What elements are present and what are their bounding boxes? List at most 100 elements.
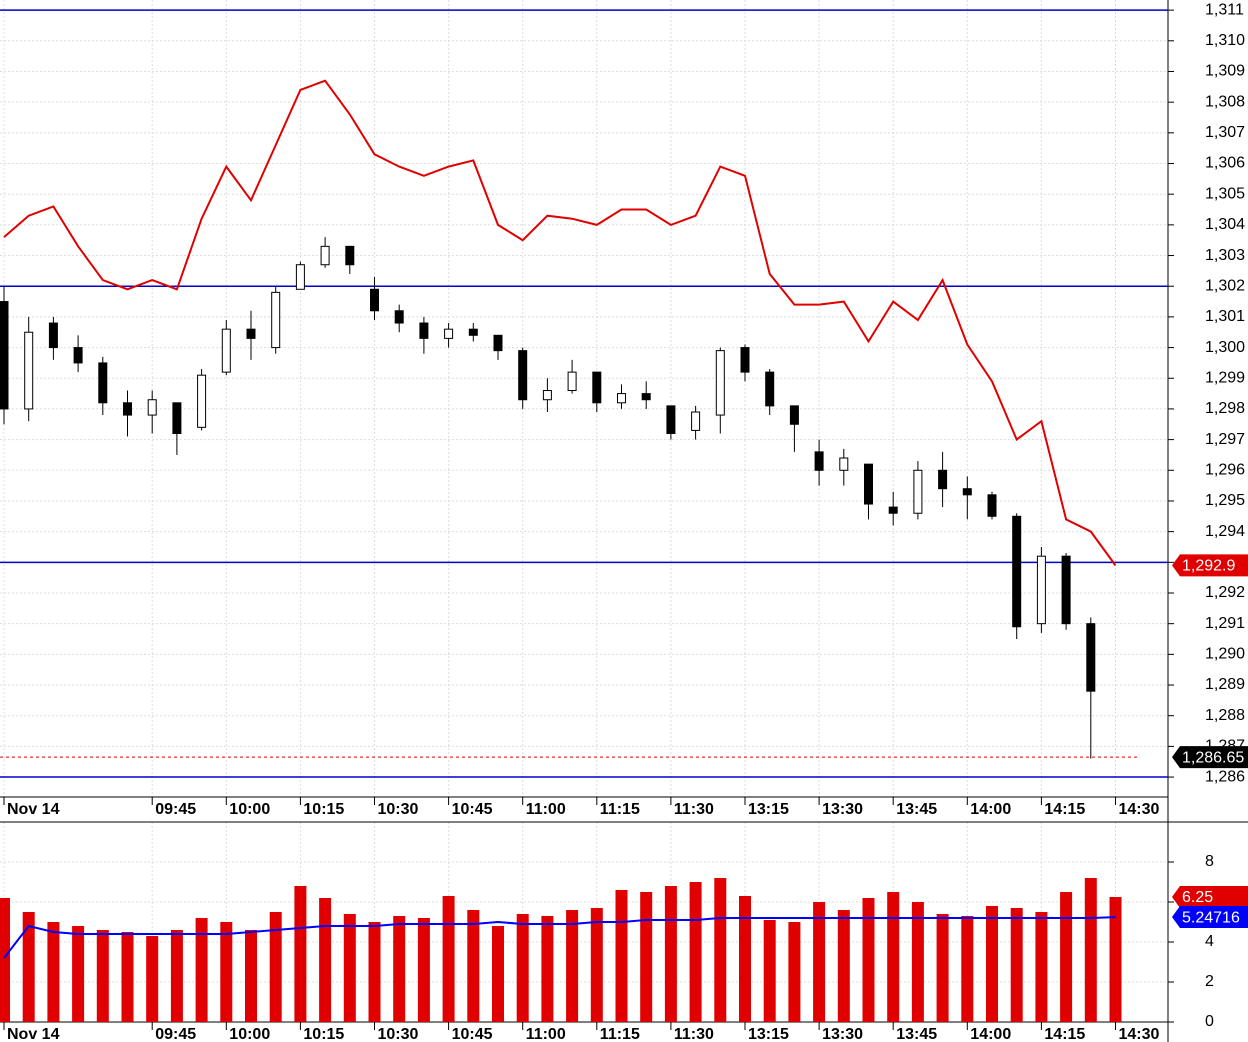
bar	[615, 890, 628, 1022]
candle-body	[73, 347, 83, 364]
x-tick-label: 14:00	[970, 1026, 1011, 1042]
candle-body	[24, 331, 34, 410]
x-tick-label: 10:45	[452, 1026, 493, 1042]
bar	[319, 898, 332, 1022]
y-tick-label: 1,301	[1205, 308, 1245, 325]
line	[3, 916, 1116, 959]
bar	[96, 930, 109, 1022]
bar	[541, 916, 554, 1022]
x-tick-label: 14:30	[1119, 1026, 1160, 1042]
y-tick-label: 1,295	[1205, 492, 1245, 509]
candle-body	[246, 328, 256, 339]
bar	[961, 916, 974, 1022]
x-tick-label: 10:15	[303, 801, 344, 818]
bar	[170, 930, 183, 1022]
bar	[146, 936, 159, 1022]
bar	[986, 906, 998, 1022]
y-tick-label: 1,298	[1205, 400, 1245, 417]
candle-body	[295, 264, 305, 290]
candle-body	[592, 371, 602, 404]
y-tick-label: 1,288	[1205, 707, 1245, 724]
candle-body	[394, 310, 404, 324]
x-tick-label: 09:45	[155, 1026, 196, 1042]
bar	[516, 914, 529, 1022]
candle-body	[1012, 515, 1022, 628]
y-tick-label: 0	[1205, 1013, 1214, 1030]
bar	[220, 922, 233, 1022]
y-tick-label: 1,299	[1205, 369, 1245, 386]
candle-body	[641, 393, 651, 401]
bar	[862, 898, 875, 1022]
marker-tag	[1172, 554, 1248, 577]
bar	[714, 878, 727, 1022]
candle-body	[542, 390, 552, 401]
bar	[47, 922, 60, 1022]
bar	[22, 912, 35, 1022]
candle-body	[1061, 555, 1071, 625]
marker-tag	[1172, 746, 1248, 769]
candle-body	[370, 288, 379, 312]
x-tick-label: 14:00	[970, 801, 1011, 818]
candle-body	[345, 245, 355, 266]
y-tick-label: 1,308	[1205, 93, 1245, 110]
candle-body	[715, 350, 725, 416]
bar	[739, 896, 751, 1022]
x-tick-label: 13:15	[748, 801, 789, 818]
x-tick-label: 10:15	[303, 1026, 344, 1042]
bar	[763, 920, 776, 1022]
y-tick-label: 1,289	[1205, 676, 1245, 693]
marker-label: 6.25	[1182, 889, 1213, 906]
x-tick-label: 11:15	[600, 801, 640, 818]
y-tick-label: 1,302	[1205, 277, 1245, 294]
y-tick-label: 1,305	[1205, 185, 1245, 202]
candle-body	[789, 405, 799, 425]
x-tick-label: 13:45	[896, 1026, 937, 1042]
bar	[245, 930, 257, 1022]
candle-body	[987, 494, 997, 517]
y-tick-label: 1,303	[1205, 247, 1245, 264]
x-tick-label: 11:00	[526, 801, 566, 818]
candle-body	[839, 457, 849, 471]
bar	[566, 910, 579, 1022]
x-tick-label: 11:00	[526, 1026, 566, 1042]
x-tick-label: Nov 14	[7, 801, 60, 818]
candle-body	[740, 347, 750, 373]
candle-body	[493, 334, 503, 352]
x-tick-label: Nov 14	[7, 1026, 60, 1042]
bar	[590, 908, 603, 1022]
bar	[640, 892, 653, 1022]
y-tick-label: 1,311	[1205, 1, 1244, 18]
y-tick-label: 1,290	[1205, 646, 1245, 663]
marker-label: 5.24716	[1182, 909, 1240, 926]
bar	[1109, 897, 1122, 1022]
y-tick-label: 1,294	[1205, 523, 1245, 540]
x-tick-label: 14:15	[1044, 801, 1085, 818]
candle-body	[913, 469, 923, 514]
bar	[887, 892, 900, 1022]
bar	[442, 896, 455, 1022]
candle-body	[765, 371, 775, 407]
x-tick-label: 10:45	[452, 801, 493, 818]
bar	[664, 886, 677, 1022]
candle-body	[814, 451, 824, 471]
marker-tag	[1172, 886, 1248, 908]
bar	[936, 914, 949, 1022]
candle-body	[1036, 555, 1046, 625]
x-tick-label: 13:30	[822, 801, 863, 818]
bar	[689, 882, 702, 1022]
y-tick-label: 2	[1205, 973, 1214, 990]
y-tick-label: 1,297	[1205, 431, 1245, 448]
x-tick-label: 14:30	[1119, 801, 1160, 818]
bar	[813, 902, 826, 1022]
y-tick-label: 1,291	[1205, 615, 1245, 632]
line	[3, 79, 1117, 566]
x-tick-label: 13:30	[822, 1026, 863, 1042]
candle-body	[518, 350, 528, 401]
marker-label: 1,292.9	[1182, 558, 1235, 575]
bar	[492, 926, 504, 1022]
candle-body	[567, 371, 577, 392]
candle-body	[691, 411, 701, 431]
y-tick-label: 8	[1205, 853, 1214, 870]
